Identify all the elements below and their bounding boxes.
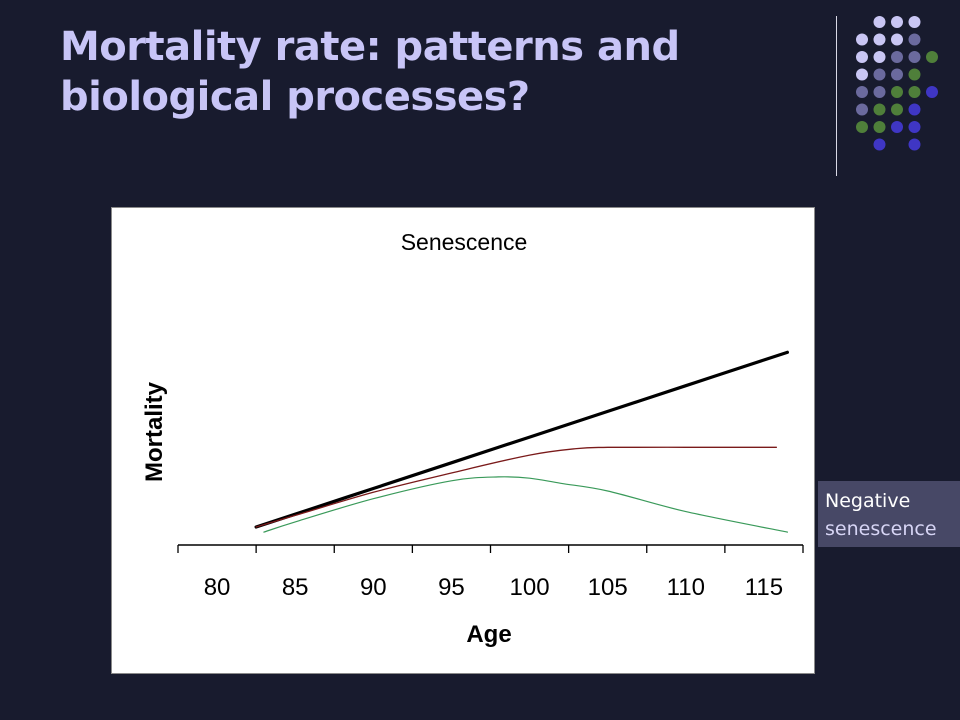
x-tick-label-80: 80: [204, 574, 231, 601]
decor-dot: [908, 68, 921, 81]
decor-dot: [908, 121, 921, 133]
decor-dot: [856, 103, 868, 116]
slide-title-line1: Mortality rate: patterns and: [60, 24, 680, 70]
decor-dot: [908, 16, 921, 28]
y-axis-label: Mortality: [141, 381, 168, 482]
legend-line1: Negative: [825, 490, 911, 512]
decor-dot: [891, 103, 903, 116]
decorative-dot-grid: [856, 16, 938, 151]
decor-dot: [891, 16, 903, 28]
series-line-1: [255, 446, 778, 528]
series-line-2: [263, 476, 788, 533]
legend-line2: senescence: [825, 518, 937, 540]
chart-title: Senescence: [401, 229, 528, 255]
decor-dot: [873, 51, 886, 63]
decor-dot: [908, 51, 921, 63]
slide-title-line2: biological processes?: [60, 74, 530, 120]
decor-dot: [891, 33, 903, 46]
decor-dot: [856, 121, 868, 133]
x-tick-label-110: 110: [667, 574, 705, 601]
chart-panel: Senescence 80 85 90 95 100 105 110 115 Age Mort…: [111, 207, 815, 674]
decor-dot: [873, 16, 886, 28]
decor-dot: [891, 121, 903, 133]
decor-dot: [873, 86, 886, 98]
x-tick-label-90: 90: [360, 574, 387, 601]
x-tick-layer: 80 85 90 95 100 105 110 115: [177, 545, 804, 601]
series-layer: [254, 350, 789, 533]
decor-dot: [891, 51, 903, 63]
decor-dot: [908, 86, 921, 98]
slide-title: Mortality rate: patterns and biological …: [60, 22, 800, 122]
decor-dot: [873, 138, 886, 151]
decor-dot: [856, 86, 868, 98]
x-tick-label-95: 95: [438, 574, 465, 601]
decor-dot: [873, 121, 886, 133]
x-tick-label-100: 100: [510, 574, 550, 601]
decor-dot: [891, 68, 903, 81]
decor-dot: [926, 51, 938, 63]
negative-senescence-label: Negative senescence: [818, 481, 960, 547]
decor-dot: [873, 68, 886, 81]
x-axis-label: Age: [466, 621, 511, 648]
decor-dot: [908, 138, 921, 151]
vertical-divider: [836, 16, 837, 176]
x-tick-label-85: 85: [282, 574, 309, 601]
series-line-0: [254, 350, 789, 529]
decor-dot: [891, 86, 903, 98]
mortality-chart: Senescence 80 85 90 95 100 105 110 115 Age Mort…: [141, 229, 804, 648]
x-tick-label-115: 115: [745, 574, 783, 601]
decor-dot: [856, 68, 868, 81]
decor-dot: [908, 33, 921, 46]
decor-dot: [856, 51, 868, 63]
decor-dot: [856, 33, 868, 46]
decor-dot: [873, 103, 886, 116]
decor-dot: [926, 86, 938, 98]
x-tick-label-105: 105: [588, 574, 628, 601]
decor-dot: [873, 33, 886, 46]
decor-dot: [908, 103, 921, 116]
